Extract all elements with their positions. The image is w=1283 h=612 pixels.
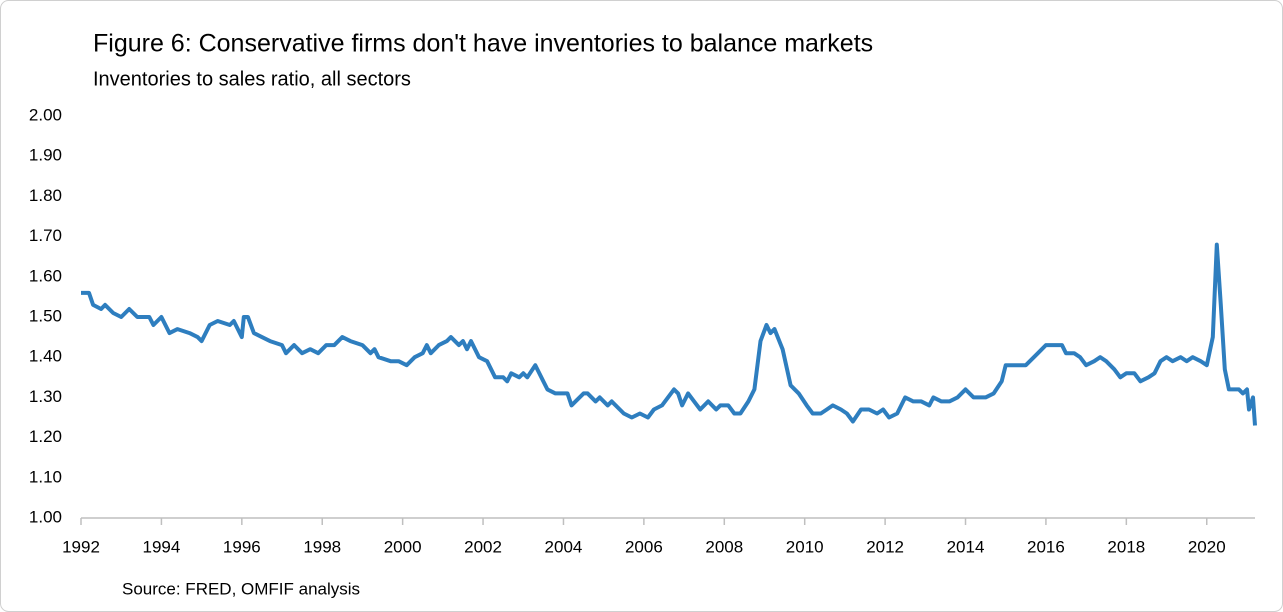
y-tick-label: 1.70 [29,226,62,245]
y-tick-label: 1.50 [29,306,62,325]
x-tick-label: 1992 [62,537,100,556]
y-tick-label: 1.30 [29,387,62,406]
x-tick-label: 2016 [1027,537,1065,556]
x-tick-label: 2004 [545,537,583,556]
y-tick-label: 1.60 [29,266,62,285]
source-note: Source: FRED, OMFIF analysis [122,579,360,598]
x-tick-label: 2008 [705,537,743,556]
y-tick-label: 1.00 [29,507,62,526]
x-tick-label: 2006 [625,537,663,556]
x-tick-label: 1998 [303,537,341,556]
x-tick-label: 2010 [786,537,824,556]
y-tick-label: 1.80 [29,186,62,205]
x-tick-label: 2012 [866,537,904,556]
y-tick-label: 1.20 [29,427,62,446]
y-tick-label: 1.10 [29,467,62,486]
x-tick-label: 2018 [1107,537,1145,556]
chart-title: Figure 6: Conservative firms don't have … [93,30,873,58]
x-tick-label: 1994 [142,537,180,556]
y-tick-label: 2.00 [29,105,62,124]
y-tick-label: 1.40 [29,347,62,366]
x-tick-label: 2000 [384,537,422,556]
x-tick-label: 2002 [464,537,502,556]
y-tick-label: 1.90 [29,146,62,165]
x-tick-label: 2014 [947,537,985,556]
data-line [81,242,1257,426]
x-tick-label: 1996 [223,537,261,556]
x-tick-label: 2020 [1188,537,1226,556]
chart-subtitle: Inventories to sales ratio, all sectors [93,68,411,90]
